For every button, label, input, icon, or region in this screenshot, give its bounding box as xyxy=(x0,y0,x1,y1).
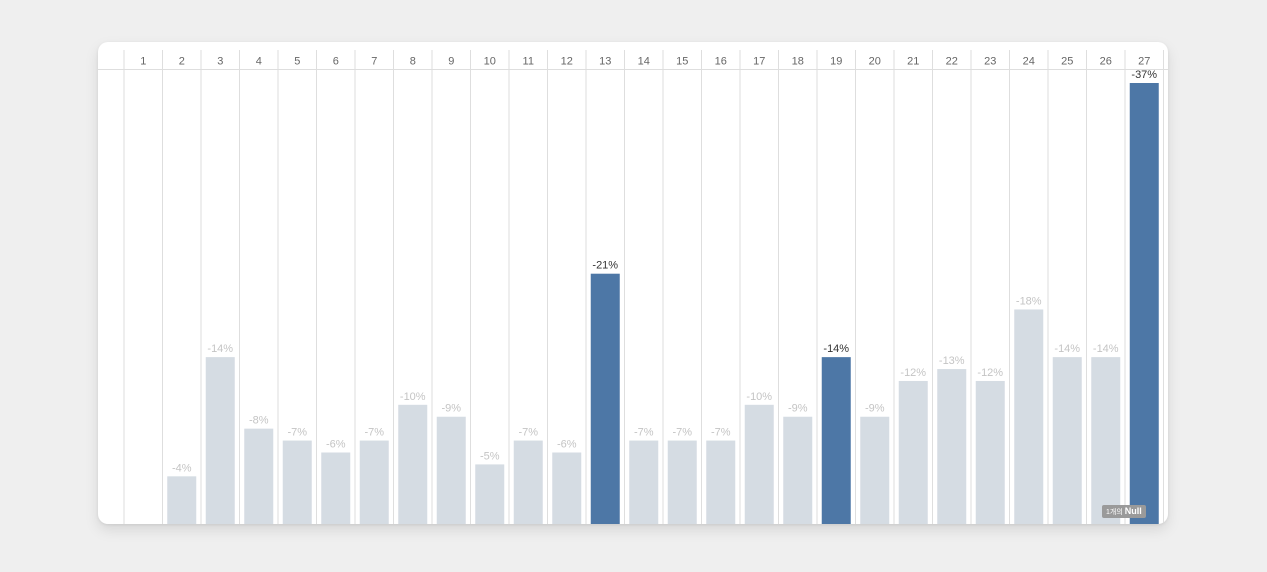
header-label: 19 xyxy=(830,56,842,68)
header-label: 11 xyxy=(523,56,534,68)
bar xyxy=(1014,309,1044,524)
header-label: 6 xyxy=(333,56,339,68)
data-label: -14% xyxy=(1093,343,1119,355)
header-label: 13 xyxy=(599,56,611,68)
null-indicator-count: 1개의 xyxy=(1106,509,1123,516)
null-indicator-badge[interactable]: 1개의 Null xyxy=(1102,505,1146,518)
data-label: -6% xyxy=(326,438,346,450)
header-label: 10 xyxy=(484,56,496,68)
header-label: 23 xyxy=(984,56,996,68)
data-label: -7% xyxy=(711,427,731,439)
bar-chart: 1 2-4%3-14%4-8%5-7%6-6%7-7%8-10%9-9%10-5%… xyxy=(98,50,1168,524)
data-label: -5% xyxy=(480,450,500,462)
data-label: -9% xyxy=(865,403,885,415)
header-label: 20 xyxy=(869,56,881,68)
data-label: -7% xyxy=(287,427,307,439)
header-label: 18 xyxy=(792,56,804,68)
bar xyxy=(629,440,659,524)
data-label: -18% xyxy=(1016,295,1042,307)
null-indicator-label: Null xyxy=(1124,506,1142,516)
data-label: -14% xyxy=(823,343,849,355)
bar xyxy=(1052,357,1082,524)
header-label: 21 xyxy=(907,56,919,68)
header-label: 22 xyxy=(946,56,958,68)
bar xyxy=(975,380,1005,524)
header-label: 25 xyxy=(1061,56,1073,68)
header-label: 1 xyxy=(140,56,146,68)
bar xyxy=(667,440,697,524)
data-label: -10% xyxy=(746,391,772,403)
bar xyxy=(282,440,312,524)
header-label: 2 xyxy=(179,56,185,68)
header-label: 7 xyxy=(371,56,377,68)
bar xyxy=(821,357,851,524)
header-label: 4 xyxy=(256,56,262,68)
data-label: -37% xyxy=(1131,69,1157,81)
header-label: 9 xyxy=(448,56,454,68)
bar xyxy=(783,416,813,524)
header-label: 26 xyxy=(1100,56,1112,68)
bar xyxy=(706,440,736,524)
data-label: -13% xyxy=(939,355,965,367)
bar xyxy=(321,452,351,524)
data-label: -12% xyxy=(900,367,926,379)
data-label: -4% xyxy=(172,462,192,474)
header-label: 12 xyxy=(561,56,573,68)
header-label: 3 xyxy=(217,56,223,68)
data-label: -9% xyxy=(441,403,461,415)
data-label: -7% xyxy=(634,427,654,439)
header-label: 8 xyxy=(410,56,416,68)
data-label: -14% xyxy=(207,343,233,355)
chart-card: 1 2 -4% 3 -14% 4 -8% 5 -7% 6 -6% 7 -7% 8 -10% 9 -9% 10 -5%… xyxy=(98,42,1168,524)
data-label: -21% xyxy=(592,260,618,272)
data-label: -10% xyxy=(400,391,426,403)
bar xyxy=(513,440,543,524)
data-label: -9% xyxy=(788,403,808,415)
bar xyxy=(359,440,389,524)
bar xyxy=(1129,83,1159,524)
bar xyxy=(167,476,197,524)
data-label: -8% xyxy=(249,415,269,427)
header-label: 15 xyxy=(676,56,688,68)
bar xyxy=(552,452,582,524)
header-label: 27 xyxy=(1138,56,1150,68)
header-label: 17 xyxy=(753,56,765,68)
bar xyxy=(590,273,620,524)
bar xyxy=(436,416,466,524)
header-label: 24 xyxy=(1023,56,1035,68)
header-label: 14 xyxy=(638,56,650,68)
bar xyxy=(205,357,235,524)
data-label: -7% xyxy=(672,427,692,439)
header-label: 16 xyxy=(715,56,727,68)
bar xyxy=(744,404,774,524)
data-label: -7% xyxy=(364,427,384,439)
data-label: -6% xyxy=(557,438,577,450)
data-label: -14% xyxy=(1054,343,1080,355)
data-label: -12% xyxy=(977,367,1003,379)
header-label: 5 xyxy=(294,56,300,68)
bar xyxy=(860,416,890,524)
bar xyxy=(937,369,967,524)
bar xyxy=(244,428,274,524)
bar xyxy=(898,380,928,524)
data-label: -7% xyxy=(518,427,538,439)
bar xyxy=(398,404,428,524)
bar xyxy=(475,464,505,524)
bar xyxy=(1091,357,1121,524)
